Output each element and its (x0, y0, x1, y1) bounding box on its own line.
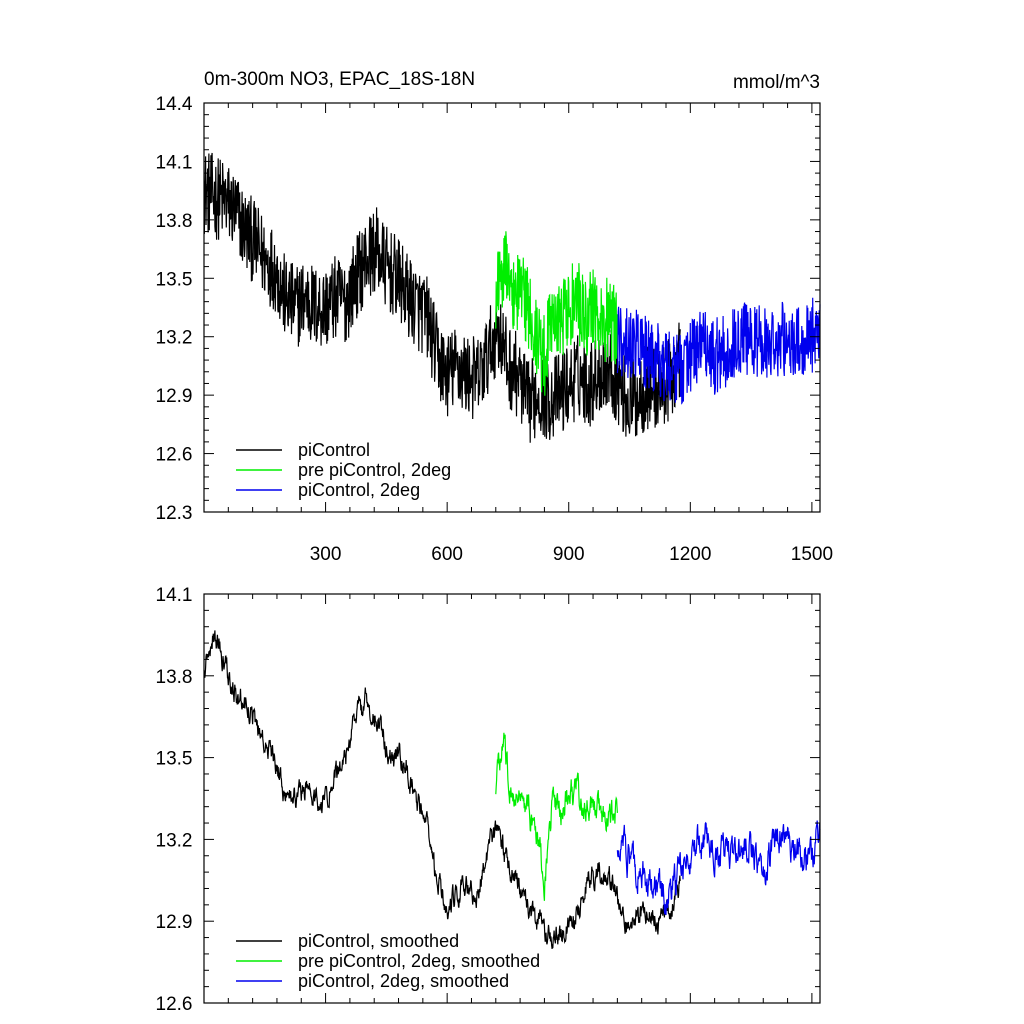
x-tick-label: 1200 (669, 544, 711, 565)
plot-frame-1 (203, 593, 821, 1004)
y-tick-label: 14.1 (156, 152, 193, 173)
chart-title: 0m-300m NO3, EPAC_18S-18N (204, 69, 475, 90)
legend-label-0: piControl, smoothed (298, 931, 459, 951)
legend-label-0: piControl (298, 440, 370, 460)
series-line-0-1 (495, 231, 618, 396)
y-tick-label: 13.8 (156, 211, 193, 232)
units-label: mmol/m^3 (733, 72, 820, 93)
y-tick-label: 12.6 (156, 445, 193, 466)
plot-frame-0 (203, 102, 821, 513)
y-tick-label: 13.5 (156, 749, 193, 770)
y-tick-label: 14.4 (156, 94, 193, 115)
y-tick-label: 14.1 (156, 585, 193, 606)
top-panel: 12.3 12.6 12.9 13.2 13.5 13.8 14.1 14.4 300 600 90… (156, 69, 834, 565)
legend-label-2: piControl, 2deg, smoothed (298, 971, 509, 991)
series-line-1-0 (203, 630, 681, 949)
x-tick-label: 300 (310, 544, 342, 565)
y-tick-label: 12.9 (156, 912, 193, 933)
series-line-0-2 (616, 297, 821, 405)
y-tick-label: 12.6 (156, 994, 193, 1015)
series-line-1-1 (495, 732, 618, 901)
y-tick-label: 13.2 (156, 830, 193, 851)
x-tick-label: 600 (431, 544, 463, 565)
y-tick-label: 12.9 (156, 386, 193, 407)
y-tick-label: 13.8 (156, 667, 193, 688)
legend-label-2: piControl, 2deg (298, 480, 420, 500)
y-tick-label: 13.5 (156, 269, 193, 290)
legend-label-1: pre piControl, 2deg (298, 460, 451, 480)
series-line-1-2 (616, 820, 821, 916)
series-line-0-0 (203, 152, 681, 443)
legend-label-1: pre piControl, 2deg, smoothed (298, 951, 540, 971)
x-tick-label: 900 (553, 544, 585, 565)
y-tick-label: 12.3 (156, 503, 193, 524)
x-tick-label: 1500 (791, 544, 833, 565)
bottom-panel: 12.6 12.9 13.2 13.5 13.8 14.1 piControl, smoot… (156, 585, 821, 1015)
y-tick-label: 13.2 (156, 328, 193, 349)
